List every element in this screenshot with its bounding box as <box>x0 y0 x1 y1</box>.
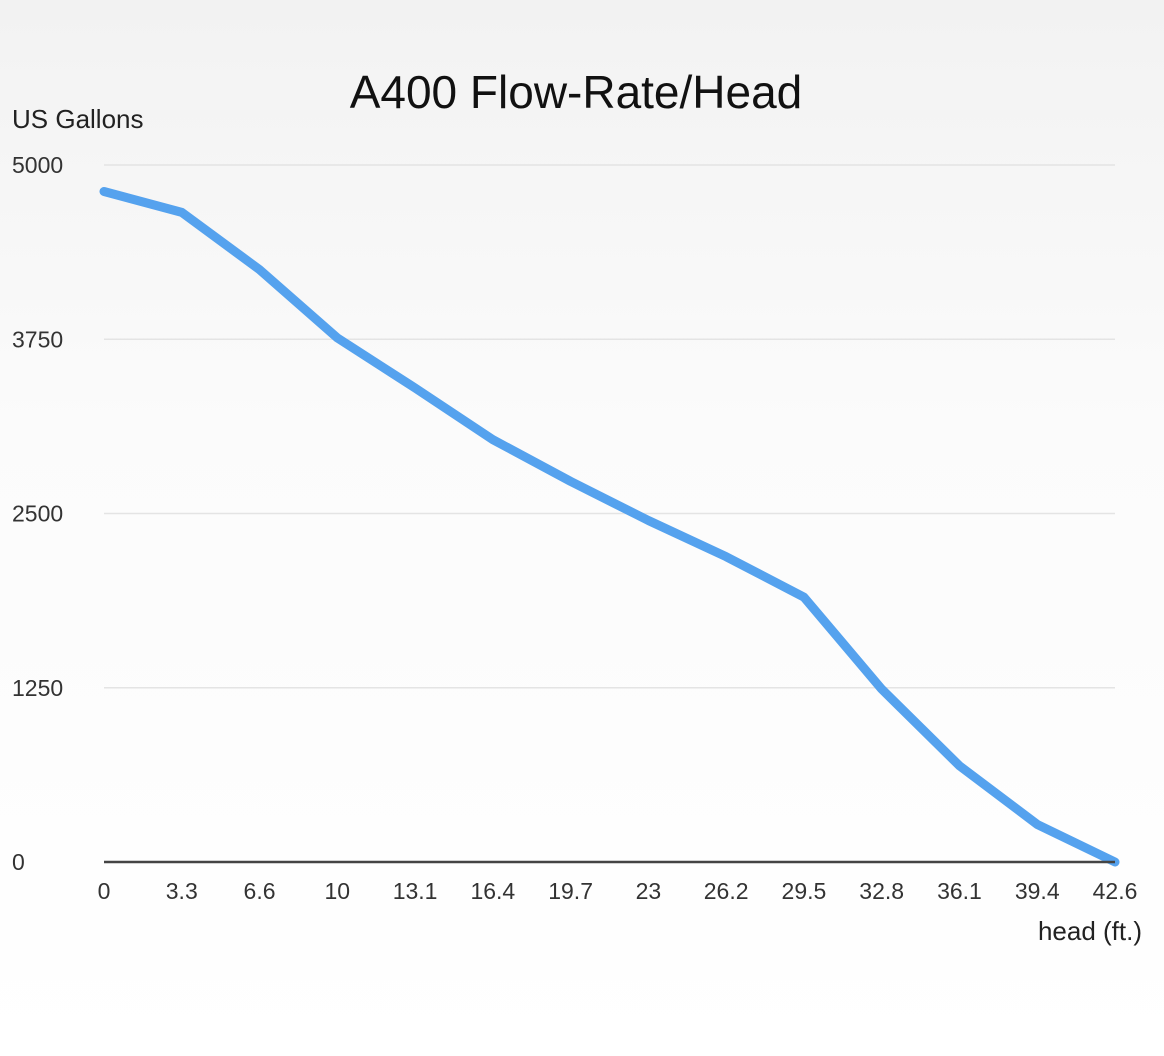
y-tick-label: 1250 <box>12 675 63 701</box>
chart-title: A400 Flow-Rate/Head <box>350 66 803 118</box>
gridlines <box>104 164 1115 689</box>
y-tick-label: 2500 <box>12 501 63 527</box>
y-tick-label: 3750 <box>12 326 63 352</box>
x-tick-label: 29.5 <box>782 878 827 904</box>
x-tick-label: 13.1 <box>393 878 438 904</box>
x-tick-label: 10 <box>325 878 351 904</box>
x-tick-label: 23 <box>636 878 662 904</box>
x-tick-label: 26.2 <box>704 878 749 904</box>
y-axis-ticks: 0 1250 2500 3750 5000 <box>12 152 63 875</box>
series-layer <box>99 187 1120 867</box>
x-axis-title: head (ft.) <box>1038 916 1142 946</box>
y-tick-label: 0 <box>12 849 25 875</box>
x-tick-label: 3.3 <box>166 878 198 904</box>
x-tick-label: 39.4 <box>1015 878 1060 904</box>
x-tick-label: 42.6 <box>1093 878 1138 904</box>
x-axis-ticks: 0 3.3 6.6 10 13.1 16.4 19.7 23 26.2 29.5 32.8 36.1 3… <box>98 878 1138 904</box>
y-axis-title: US Gallons <box>12 104 144 134</box>
y-tick-label: 5000 <box>12 152 63 178</box>
x-tick-label: 6.6 <box>244 878 276 904</box>
series-line <box>99 187 1120 867</box>
x-tick-label: 19.7 <box>548 878 593 904</box>
x-tick-label: 0 <box>98 878 111 904</box>
x-tick-label: 32.8 <box>859 878 904 904</box>
x-tick-label: 36.1 <box>937 878 982 904</box>
x-tick-label: 16.4 <box>470 878 515 904</box>
